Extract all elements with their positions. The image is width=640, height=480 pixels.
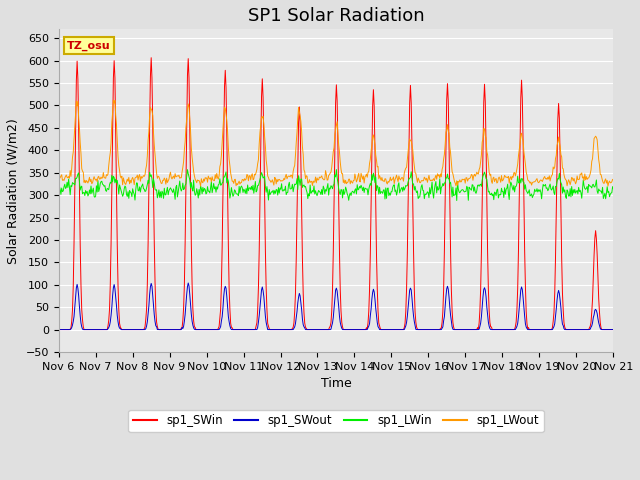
sp1_LWout [405, 141, 413, 146]
sp1_SWout [122, 327, 129, 333]
Y-axis label: Solar Radiation (W/m2): Solar Radiation (W/m2) [7, 118, 20, 264]
sp1_LWin [420, 196, 428, 202]
sp1_SWout [184, 280, 192, 286]
Text: TZ_osu: TZ_osu [67, 41, 111, 51]
sp1_LWout [179, 165, 187, 170]
sp1_SWin [404, 198, 412, 204]
sp1_LWin [178, 186, 186, 192]
sp1_LWin [122, 184, 129, 190]
sp1_LWout [123, 179, 131, 185]
sp1_SWin [420, 327, 428, 333]
Title: SP1 Solar Radiation: SP1 Solar Radiation [248, 7, 424, 25]
sp1_LWout [421, 176, 429, 181]
sp1_SWout [178, 324, 186, 330]
Line: sp1_LWout: sp1_LWout [59, 100, 613, 186]
sp1_LWout [109, 97, 117, 103]
Legend: sp1_SWin, sp1_SWout, sp1_LWin, sp1_LWout: sp1_SWin, sp1_SWout, sp1_LWin, sp1_LWout [128, 409, 544, 432]
sp1_LWout [65, 174, 72, 180]
sp1_SWin [55, 327, 63, 333]
sp1_LWout [196, 183, 204, 189]
sp1_SWin [609, 327, 617, 333]
sp1_SWout [609, 327, 617, 333]
sp1_LWin [453, 198, 461, 204]
sp1_LWout [55, 179, 63, 185]
sp1_SWin [65, 327, 72, 333]
sp1_SWin [122, 327, 129, 333]
sp1_LWin [333, 167, 340, 172]
Line: sp1_SWout: sp1_SWout [59, 283, 613, 330]
sp1_SWout [208, 327, 216, 333]
sp1_LWin [609, 186, 617, 192]
sp1_SWout [420, 327, 428, 333]
sp1_SWin [208, 327, 216, 333]
Line: sp1_LWin: sp1_LWin [59, 169, 613, 201]
sp1_LWout [609, 177, 617, 183]
sp1_LWout [209, 177, 217, 183]
X-axis label: Time: Time [321, 377, 351, 390]
sp1_LWin [65, 176, 72, 182]
sp1_SWout [65, 327, 72, 333]
sp1_LWin [55, 185, 63, 191]
sp1_LWin [404, 179, 412, 185]
sp1_SWin [179, 318, 187, 324]
sp1_SWin [147, 55, 155, 60]
Line: sp1_SWin: sp1_SWin [59, 58, 613, 330]
sp1_SWout [55, 327, 63, 333]
sp1_LWin [207, 179, 215, 184]
sp1_SWout [404, 304, 412, 310]
